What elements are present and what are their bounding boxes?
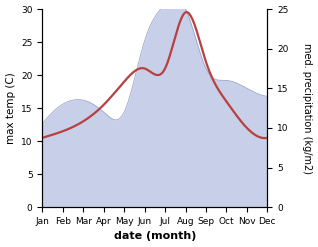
Y-axis label: med. precipitation (kg/m2): med. precipitation (kg/m2)	[302, 43, 313, 174]
Y-axis label: max temp (C): max temp (C)	[5, 72, 16, 144]
X-axis label: date (month): date (month)	[114, 231, 196, 242]
